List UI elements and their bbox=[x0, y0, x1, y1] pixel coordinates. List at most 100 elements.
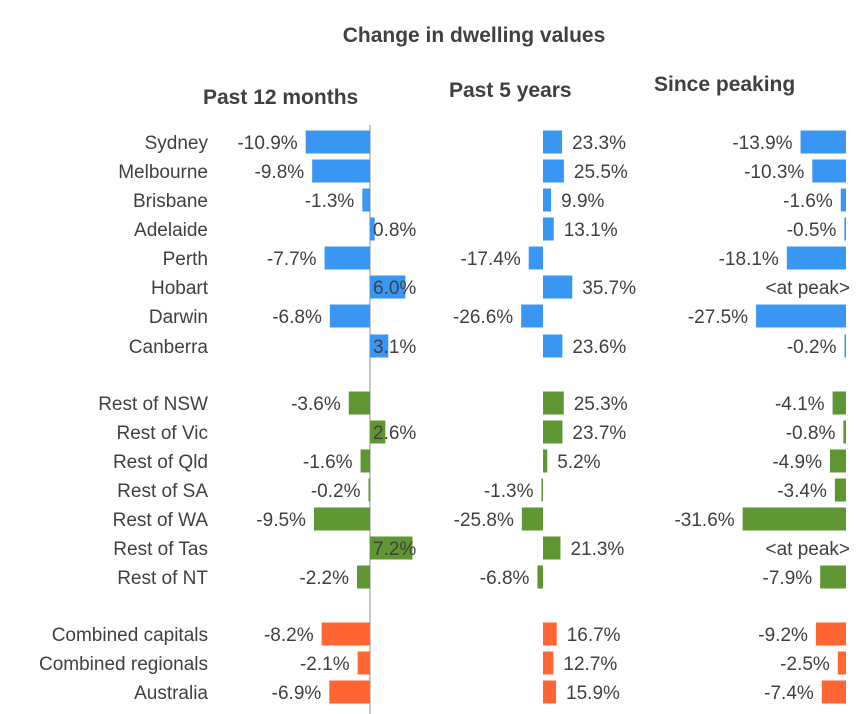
value-label: -9.5% bbox=[256, 510, 306, 531]
value-label: 23.7% bbox=[572, 423, 626, 444]
value-label: 35.7% bbox=[582, 278, 636, 299]
category-label: Rest of Qld bbox=[113, 452, 208, 473]
value-label: -6.8% bbox=[480, 568, 530, 589]
value-label: -1.6% bbox=[783, 191, 833, 212]
value-label: 7.2% bbox=[373, 539, 416, 560]
bar bbox=[528, 246, 543, 270]
category-label: Rest of NSW bbox=[98, 394, 208, 415]
bar bbox=[543, 536, 561, 560]
bar bbox=[543, 334, 563, 358]
bar bbox=[541, 478, 543, 502]
bar bbox=[742, 507, 846, 531]
bar bbox=[800, 130, 846, 154]
value-label: -3.6% bbox=[291, 394, 341, 415]
value-label: -1.3% bbox=[484, 481, 534, 502]
bar bbox=[543, 391, 564, 415]
value-label: -1.3% bbox=[305, 191, 355, 212]
value-label: -2.1% bbox=[300, 654, 350, 675]
value-label: 13.1% bbox=[564, 220, 618, 241]
category-label: Combined capitals bbox=[52, 625, 208, 646]
bar bbox=[543, 420, 563, 444]
panel-title-since-peaking: Since peaking bbox=[654, 73, 795, 96]
value-label: -0.2% bbox=[311, 481, 361, 502]
category-label: Sydney bbox=[145, 133, 209, 154]
value-label: -13.9% bbox=[732, 133, 792, 154]
at-peak-label: <at peak> bbox=[765, 278, 850, 299]
value-label: -10.9% bbox=[237, 133, 297, 154]
bar bbox=[837, 651, 846, 675]
bar bbox=[521, 304, 543, 328]
bar bbox=[370, 275, 406, 299]
value-label: -1.6% bbox=[303, 452, 353, 473]
bar bbox=[357, 651, 370, 675]
bar bbox=[305, 130, 370, 154]
bar bbox=[543, 651, 554, 675]
value-label: -6.8% bbox=[272, 307, 322, 328]
value-label: -4.9% bbox=[772, 452, 822, 473]
category-label: Rest of SA bbox=[117, 481, 208, 502]
panel-title-5-years: Past 5 years bbox=[449, 79, 572, 102]
value-label: 25.3% bbox=[574, 394, 628, 415]
value-label: 23.6% bbox=[572, 337, 626, 358]
bar bbox=[844, 217, 846, 241]
bar bbox=[543, 680, 557, 704]
value-label: -4.1% bbox=[775, 394, 825, 415]
value-label: 2.6% bbox=[373, 423, 416, 444]
category-label: Darwin bbox=[149, 307, 208, 328]
bar bbox=[329, 304, 370, 328]
value-label: -10.3% bbox=[744, 162, 804, 183]
category-label: Adelaide bbox=[134, 220, 208, 241]
bar bbox=[786, 246, 846, 270]
value-label: -3.4% bbox=[777, 481, 827, 502]
value-label: -27.5% bbox=[688, 307, 748, 328]
category-label: Combined regionals bbox=[39, 654, 208, 675]
bar bbox=[844, 334, 846, 358]
bar bbox=[324, 246, 370, 270]
category-label: Australia bbox=[134, 683, 208, 704]
category-label: Canberra bbox=[129, 337, 209, 358]
chart-title: Change in dwelling values bbox=[343, 24, 606, 47]
panel-title-12-months: Past 12 months bbox=[203, 86, 358, 109]
bar bbox=[370, 217, 375, 241]
value-label: -18.1% bbox=[719, 249, 779, 270]
bar bbox=[829, 449, 846, 473]
bar bbox=[370, 334, 389, 358]
bar bbox=[368, 478, 370, 502]
value-label: -0.8% bbox=[786, 423, 836, 444]
bar bbox=[370, 536, 413, 560]
value-label: -7.7% bbox=[267, 249, 317, 270]
value-label: -6.9% bbox=[272, 683, 322, 704]
value-label: 23.3% bbox=[572, 133, 626, 154]
value-label: 0.8% bbox=[373, 220, 416, 241]
bar bbox=[840, 188, 846, 212]
value-label: 12.7% bbox=[563, 654, 617, 675]
bar bbox=[543, 217, 554, 241]
bar bbox=[537, 565, 543, 589]
bar bbox=[312, 159, 370, 183]
value-label: -0.5% bbox=[787, 220, 837, 241]
category-label: Rest of NT bbox=[117, 568, 208, 589]
value-label: -25.8% bbox=[454, 510, 514, 531]
category-label: Brisbane bbox=[133, 191, 208, 212]
value-label: 21.3% bbox=[570, 539, 624, 560]
bar bbox=[543, 275, 573, 299]
value-label: -7.4% bbox=[764, 683, 814, 704]
value-label: -9.8% bbox=[255, 162, 305, 183]
value-label: -9.2% bbox=[758, 625, 808, 646]
bar bbox=[360, 449, 370, 473]
bar bbox=[756, 304, 846, 328]
bar bbox=[329, 680, 370, 704]
value-label: 3.1% bbox=[373, 337, 416, 358]
value-label: -2.5% bbox=[780, 654, 830, 675]
bar bbox=[313, 507, 370, 531]
category-label: Perth bbox=[163, 249, 208, 270]
bar bbox=[543, 449, 548, 473]
bar bbox=[543, 188, 552, 212]
value-label: -17.4% bbox=[461, 249, 521, 270]
bar bbox=[812, 159, 846, 183]
category-label: Rest of Vic bbox=[116, 423, 208, 444]
value-label: -26.6% bbox=[453, 307, 513, 328]
value-label: 16.7% bbox=[567, 625, 621, 646]
bar bbox=[832, 391, 846, 415]
